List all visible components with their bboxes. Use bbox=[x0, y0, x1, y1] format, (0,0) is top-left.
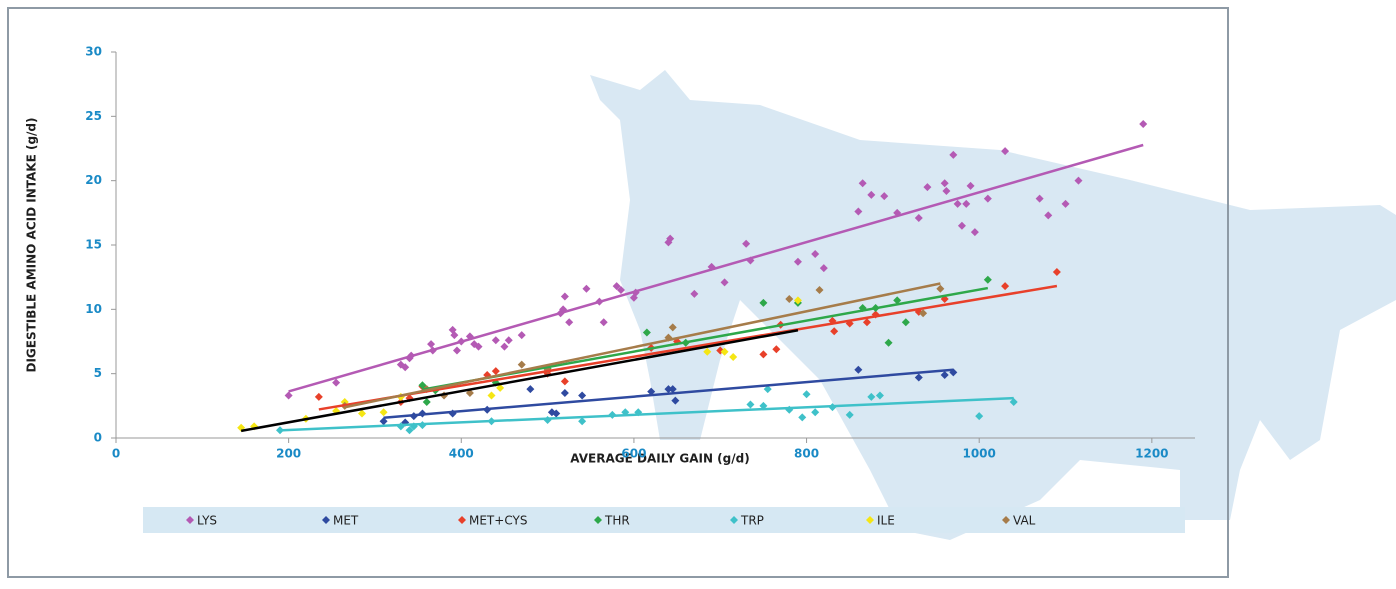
x-tick-label: 1000 bbox=[962, 447, 995, 461]
data-point bbox=[582, 285, 590, 293]
y-tick-label: 20 bbox=[85, 173, 102, 187]
data-point bbox=[746, 401, 754, 409]
y-tick-label: 30 bbox=[85, 45, 102, 59]
data-point bbox=[315, 393, 323, 401]
y-tick-label: 5 bbox=[94, 366, 102, 380]
data-point bbox=[772, 345, 780, 353]
x-axis-title: AVERAGE DAILY GAIN (g/d) bbox=[570, 452, 749, 466]
legend-label: THR bbox=[604, 514, 630, 528]
data-point bbox=[544, 416, 552, 424]
data-point bbox=[505, 336, 513, 344]
y-tick-label: 0 bbox=[94, 431, 102, 445]
data-point bbox=[578, 392, 586, 400]
y-tick-label: 15 bbox=[85, 238, 102, 252]
data-point bbox=[423, 398, 431, 406]
data-point bbox=[1139, 120, 1147, 128]
data-point bbox=[487, 392, 495, 400]
data-point bbox=[453, 347, 461, 355]
chart: AVERAGE DAILY GAIN (g/d) DIGESTIBLE AMIN… bbox=[0, 0, 1396, 585]
background-silhouette bbox=[590, 70, 1396, 540]
data-point bbox=[518, 361, 526, 369]
x-tick-label: 600 bbox=[621, 447, 646, 461]
x-tick-label: 800 bbox=[794, 447, 819, 461]
legend-label: TRP bbox=[740, 514, 764, 528]
data-point bbox=[285, 392, 293, 400]
x-tick-label: 0 bbox=[112, 447, 120, 461]
data-point bbox=[561, 389, 569, 397]
data-point bbox=[729, 353, 737, 361]
legend-label: ILE bbox=[877, 514, 895, 528]
data-point bbox=[798, 413, 806, 421]
data-point bbox=[578, 417, 586, 425]
x-tick-label: 1200 bbox=[1135, 447, 1168, 461]
y-tick-label: 10 bbox=[85, 302, 102, 316]
data-point bbox=[492, 367, 500, 375]
data-point bbox=[759, 350, 767, 358]
data-point bbox=[380, 408, 388, 416]
data-point bbox=[565, 318, 573, 326]
y-axis-title: DIGESTIBLE AMINO ACID INTAKE (g/d) bbox=[25, 118, 39, 373]
legend-label: VAL bbox=[1013, 514, 1036, 528]
y-tick-label: 25 bbox=[85, 109, 102, 123]
legend-label: LYS bbox=[197, 514, 217, 528]
legend-label: MET bbox=[333, 514, 359, 528]
data-point bbox=[803, 390, 811, 398]
data-point bbox=[492, 336, 500, 344]
data-point bbox=[526, 385, 534, 393]
data-point bbox=[561, 377, 569, 385]
x-tick-label: 200 bbox=[276, 447, 301, 461]
data-point bbox=[561, 292, 569, 300]
data-point bbox=[518, 331, 526, 339]
legend-label: MET+CYS bbox=[469, 514, 527, 528]
data-point bbox=[427, 340, 435, 348]
x-tick-label: 400 bbox=[449, 447, 474, 461]
data-point bbox=[811, 408, 819, 416]
data-point bbox=[500, 343, 508, 351]
data-point bbox=[600, 318, 608, 326]
